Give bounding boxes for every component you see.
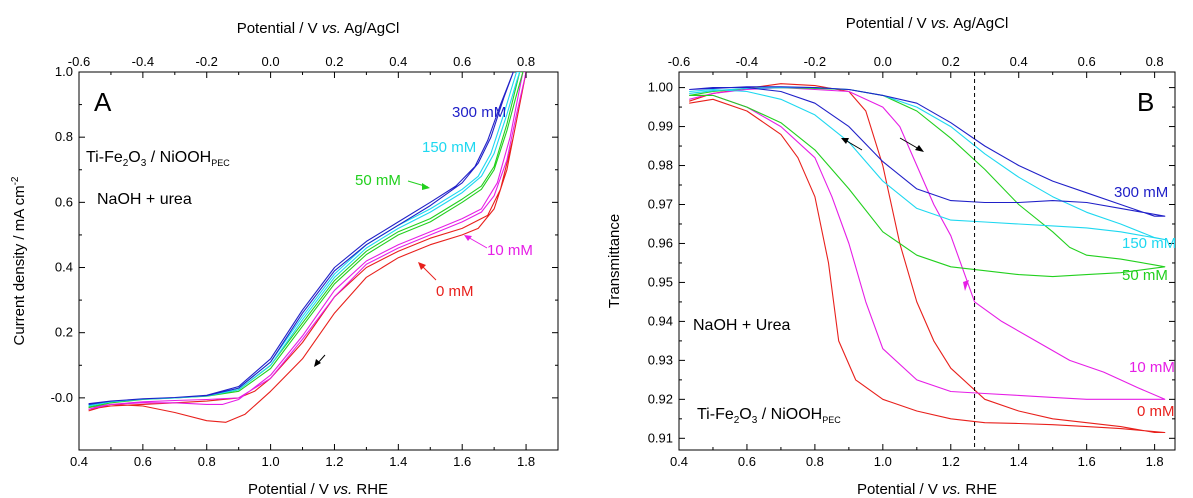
x2-axis-title-a: Potential / V vs. Ag/AgCl xyxy=(237,20,400,37)
x-tick-label-a: 1.0 xyxy=(262,454,280,469)
series-label-a-0: 0 mM xyxy=(436,283,474,300)
scan-arrow-line-b-reverse xyxy=(844,139,863,151)
x2-tick-label-b: -0.6 xyxy=(668,54,690,69)
scan-arrowhead-b-reverse xyxy=(841,138,849,144)
series-group-b xyxy=(689,83,1166,434)
x2-tick-label-a: 0.2 xyxy=(325,54,343,69)
series-label-a-300: 300 mM xyxy=(452,104,506,121)
x-tick-label-a: 0.8 xyxy=(198,454,216,469)
panel-letter-b: B xyxy=(1137,87,1154,117)
y-axis-title-a: Current density / mA cm-2 xyxy=(10,176,28,345)
x-tick-label-b: 0.8 xyxy=(806,454,824,469)
electrolyte-label-a: NaOH + urea xyxy=(97,191,192,208)
series-line-b-2 xyxy=(689,87,1166,278)
x-axis-title-b: Potential / V vs. RHE xyxy=(857,481,997,498)
y-tick-label-b: 0.98 xyxy=(648,158,673,173)
x-tick-label-b: 1.8 xyxy=(1146,454,1164,469)
plot-frame-a xyxy=(78,71,559,451)
series-line-a-0 xyxy=(88,72,527,423)
x2-tick-label-a: 0.6 xyxy=(453,54,471,69)
series-line-a-2 xyxy=(88,72,524,409)
y-tick-label-a: 0.2 xyxy=(55,325,73,340)
marker-arrowhead-b-10 xyxy=(963,280,969,291)
y-tick-label-a: 1.0 xyxy=(55,64,73,79)
x2-tick-label-b: -0.2 xyxy=(804,54,826,69)
x-tick-label-a: 0.6 xyxy=(134,454,152,469)
panel-a: 0.4 0.6 0.8 1.0 1.2 1.4 1.6 1.8 -0.6 -0.4 -0.2 0.0 0… xyxy=(10,20,559,498)
y-tick-label-b: 0.95 xyxy=(648,274,673,289)
y-tick-label-b: 1.00 xyxy=(648,80,673,95)
x2-tick-label-b: 0.6 xyxy=(1078,54,1096,69)
y-tick-label-b: 0.96 xyxy=(648,235,673,250)
x2-tick-label-a: 0.8 xyxy=(517,54,535,69)
x2-tick-label-a: 0.0 xyxy=(262,54,280,69)
y-tick-label-a: 0.8 xyxy=(55,129,73,144)
series-label-b-0: 0 mM xyxy=(1137,403,1175,420)
x2-tick-label-a: -0.6 xyxy=(68,54,90,69)
series-line-b-0 xyxy=(689,83,1166,434)
ticks-group-b: 0.4 0.6 0.8 1.0 1.2 1.4 1.6 1.8 -0.6 -0.4 -0.2 0.0 0… xyxy=(648,54,1175,469)
electrolyte-label-b: NaOH + Urea xyxy=(693,317,790,334)
x-axis-title-a: Potential / V vs. RHE xyxy=(248,481,388,498)
y-tick-label-b: 0.93 xyxy=(648,352,673,367)
x-tick-label-a: 1.6 xyxy=(453,454,471,469)
series-label-b-150: 150 mM xyxy=(1122,235,1176,252)
x-tick-label-b: 1.4 xyxy=(1010,454,1028,469)
scan-arrowhead-b-forward xyxy=(915,145,924,152)
arrowhead-a-50 xyxy=(422,183,430,190)
y-tick-label-a: -0.0 xyxy=(51,390,73,405)
x-tick-label-b: 0.6 xyxy=(738,454,756,469)
series-line-b-4 xyxy=(689,86,1166,217)
material-label-a: Ti-Fe2O3 / NiOOHPEC xyxy=(86,149,230,169)
x2-tick-label-b: 0.8 xyxy=(1146,54,1164,69)
x-tick-label-a: 1.8 xyxy=(517,454,535,469)
x-tick-label-a: 1.2 xyxy=(325,454,343,469)
x-tick-label-a: 1.4 xyxy=(389,454,407,469)
arrowhead-a-0 xyxy=(418,262,426,270)
series-label-b-10: 10 mM xyxy=(1129,359,1175,376)
y-tick-label-b: 0.91 xyxy=(648,430,673,445)
plot-frame-b xyxy=(678,71,1176,451)
panel-b: 0.4 0.6 0.8 1.0 1.2 1.4 1.6 1.8 -0.6 -0.4 -0.2 0.0 0… xyxy=(606,15,1176,498)
x-tick-label-a: 0.4 xyxy=(70,454,88,469)
x2-axis-title-b: Potential / V vs. Ag/AgCl xyxy=(846,15,1009,32)
series-line-a-4 xyxy=(88,72,514,405)
x-tick-label-b: 1.6 xyxy=(1078,454,1096,469)
ticks-group-a: 0.4 0.6 0.8 1.0 1.2 1.4 1.6 1.8 -0.6 -0.4 -0.2 0.0 0… xyxy=(51,54,558,469)
x-tick-label-b: 0.4 xyxy=(670,454,688,469)
y-tick-label-b: 0.97 xyxy=(648,196,673,211)
series-line-a-1 xyxy=(88,72,527,410)
arrowhead-a-10 xyxy=(464,235,472,241)
y-tick-label-b: 0.94 xyxy=(648,313,673,328)
y-tick-label-a: 0.6 xyxy=(55,194,73,209)
x2-tick-label-b: -0.4 xyxy=(736,54,758,69)
x2-tick-label-a: -0.2 xyxy=(196,54,218,69)
x-tick-label-b: 1.2 xyxy=(942,454,960,469)
series-label-b-300: 300 mM xyxy=(1114,184,1168,201)
series-label-a-150: 150 mM xyxy=(422,139,476,156)
series-line-b-3 xyxy=(689,87,1166,241)
x2-tick-label-b: 0.0 xyxy=(874,54,892,69)
scan-arrow-line-b-forward xyxy=(899,137,920,150)
x2-tick-label-a: -0.4 xyxy=(132,54,154,69)
y-tick-label-b: 0.92 xyxy=(648,391,673,406)
series-label-b-50: 50 mM xyxy=(1122,267,1168,284)
x2-tick-label-b: 0.2 xyxy=(942,54,960,69)
y-tick-label-a: 0.4 xyxy=(55,260,73,275)
x2-tick-label-b: 0.4 xyxy=(1010,54,1028,69)
series-label-a-10: 10 mM xyxy=(487,242,533,259)
y-tick-label-b: 0.99 xyxy=(648,119,673,134)
panel-letter-a: A xyxy=(94,87,112,117)
y-axis-title-b: Transmittance xyxy=(606,214,623,308)
scan-arrowhead-a xyxy=(314,359,321,367)
series-line-b-1 xyxy=(689,87,1166,400)
series-group-a xyxy=(88,72,527,423)
x-tick-label-b: 1.0 xyxy=(874,454,892,469)
x2-tick-label-a: 0.4 xyxy=(389,54,407,69)
series-label-a-50: 50 mM xyxy=(355,172,401,189)
material-label-b: Ti-Fe2O3 / NiOOHPEC xyxy=(697,406,841,426)
